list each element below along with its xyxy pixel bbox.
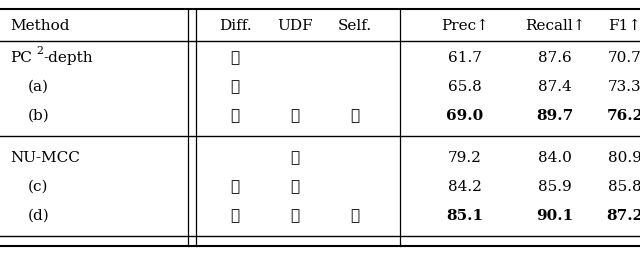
- Text: 90.1: 90.1: [536, 209, 573, 223]
- Text: 65.8: 65.8: [448, 80, 482, 94]
- Text: ✓: ✓: [291, 151, 300, 165]
- Text: Prec↑: Prec↑: [441, 19, 489, 33]
- Text: 80.9: 80.9: [608, 151, 640, 165]
- Text: (b): (b): [28, 109, 50, 123]
- Text: ✓: ✓: [291, 109, 300, 123]
- Text: 87.4: 87.4: [538, 80, 572, 94]
- Text: 2: 2: [36, 46, 43, 56]
- Text: 87.6: 87.6: [538, 51, 572, 65]
- Text: NU-MCC: NU-MCC: [10, 151, 80, 165]
- Text: ✓: ✓: [291, 180, 300, 194]
- Text: 85.1: 85.1: [447, 209, 484, 223]
- Text: Method: Method: [10, 19, 70, 33]
- Text: 61.7: 61.7: [448, 51, 482, 65]
- Text: Self.: Self.: [338, 19, 372, 33]
- Text: Diff.: Diff.: [219, 19, 252, 33]
- Text: UDF: UDF: [277, 19, 313, 33]
- Text: ✓: ✓: [230, 180, 239, 194]
- Text: 79.2: 79.2: [448, 151, 482, 165]
- Text: -depth: -depth: [43, 51, 93, 65]
- Text: ✓: ✓: [291, 209, 300, 223]
- Text: (a): (a): [28, 80, 49, 94]
- Text: ✓: ✓: [230, 51, 239, 65]
- Text: 84.2: 84.2: [448, 180, 482, 194]
- Text: 85.9: 85.9: [538, 180, 572, 194]
- Text: 73.3: 73.3: [608, 80, 640, 94]
- Text: Recall↑: Recall↑: [525, 19, 585, 33]
- Text: ✓: ✓: [230, 80, 239, 94]
- Text: 84.0: 84.0: [538, 151, 572, 165]
- Text: 69.0: 69.0: [446, 109, 484, 123]
- Text: 89.7: 89.7: [536, 109, 573, 123]
- Text: 87.2: 87.2: [607, 209, 640, 223]
- Text: ✓: ✓: [230, 209, 239, 223]
- Text: PC: PC: [10, 51, 32, 65]
- Text: ✓: ✓: [351, 109, 360, 123]
- Text: (c): (c): [28, 180, 49, 194]
- Text: 85.8: 85.8: [608, 180, 640, 194]
- Text: 70.7: 70.7: [608, 51, 640, 65]
- Text: F1↑: F1↑: [609, 19, 640, 33]
- Text: 76.2: 76.2: [607, 109, 640, 123]
- Text: ✓: ✓: [351, 209, 360, 223]
- Text: ✓: ✓: [230, 109, 239, 123]
- Text: (d): (d): [28, 209, 50, 223]
